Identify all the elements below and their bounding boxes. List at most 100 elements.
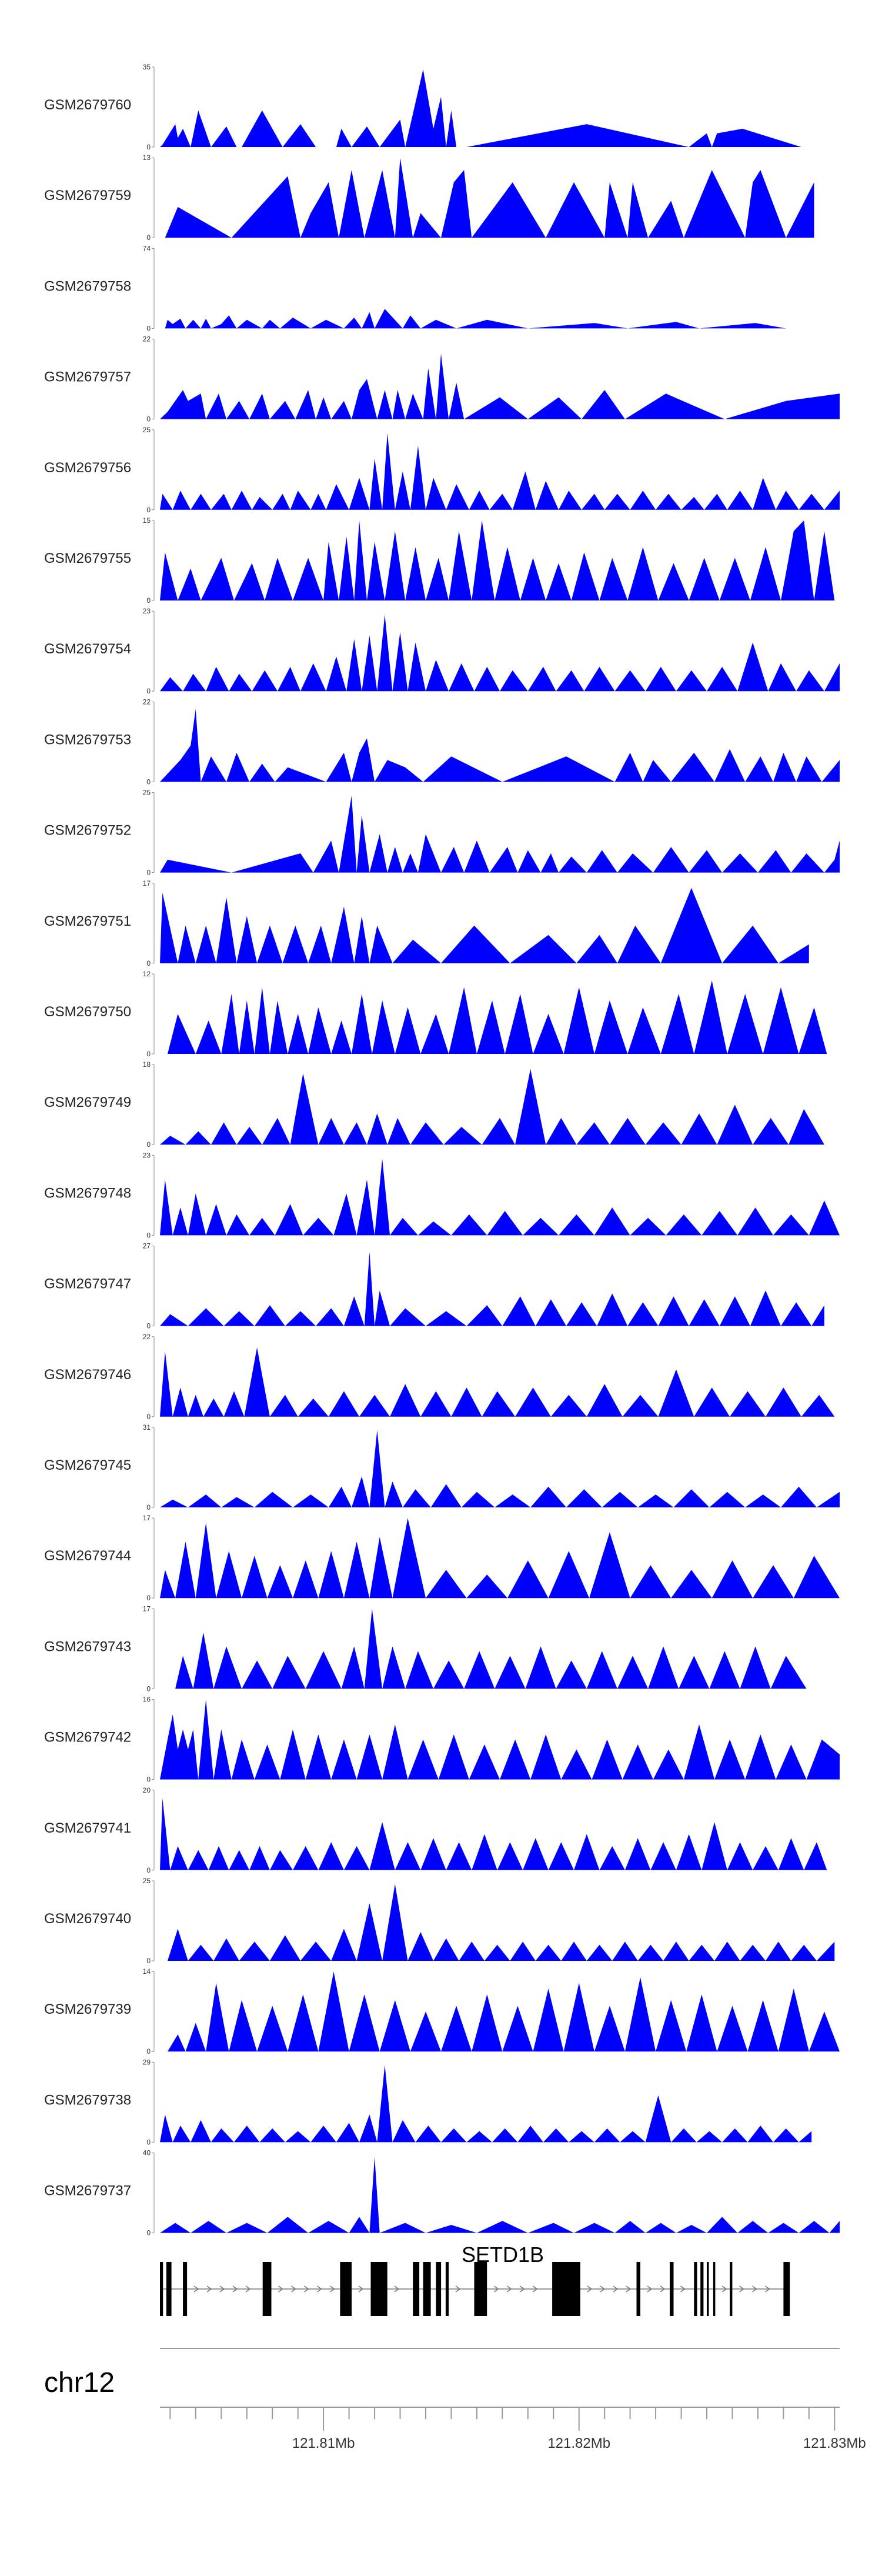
strand-chevron xyxy=(278,2285,283,2293)
track-GSM2679750: GSM2679750 12 0 xyxy=(44,970,827,1058)
strand-chevron xyxy=(330,2285,335,2293)
track-GSM2679752: GSM2679752 25 0 xyxy=(44,789,840,877)
coverage-area xyxy=(160,520,835,600)
y-tick-label-min: 0 xyxy=(146,324,151,332)
exon xyxy=(413,2262,420,2316)
y-tick-label-max: 22 xyxy=(143,335,151,343)
y-tick-label-min: 0 xyxy=(146,506,151,514)
exon xyxy=(445,2262,449,2316)
strand-chevron xyxy=(455,2285,461,2293)
track-GSM2679745: GSM2679745 31 0 xyxy=(44,1423,840,1511)
track-label: GSM2679738 xyxy=(44,2092,131,2108)
y-tick-label-max: 14 xyxy=(143,1967,151,1976)
track-GSM2679748: GSM2679748 23 0 xyxy=(44,1151,840,1239)
exon xyxy=(700,2262,704,2316)
track-label: GSM2679737 xyxy=(44,2183,131,2199)
track-label: GSM2679755 xyxy=(44,550,131,566)
track-GSM2679737: GSM2679737 40 0 xyxy=(44,2149,840,2237)
coverage-area xyxy=(160,1699,840,1780)
y-tick-label-max: 17 xyxy=(143,1604,151,1613)
track-label: GSM2679757 xyxy=(44,369,131,385)
track-label: GSM2679745 xyxy=(44,1457,131,1473)
y-tick-label-max: 23 xyxy=(143,607,151,615)
exon xyxy=(183,2262,188,2316)
track-label: GSM2679740 xyxy=(44,1911,131,1927)
track-GSM2679755: GSM2679755 15 0 xyxy=(44,516,835,605)
track-GSM2679746: GSM2679746 22 0 xyxy=(44,1333,835,1421)
coverage-area xyxy=(160,2157,840,2233)
strand-chevron xyxy=(358,2285,364,2293)
coverage-area xyxy=(165,309,786,329)
y-tick-label-max: 74 xyxy=(143,244,151,252)
strand-chevron xyxy=(232,2285,238,2293)
strand-chevron xyxy=(739,2285,744,2293)
track-GSM2679756: GSM2679756 25 0 xyxy=(44,426,840,514)
strand-chevron xyxy=(291,2285,296,2293)
coverage-area xyxy=(168,980,827,1054)
y-tick-label-min: 0 xyxy=(146,2229,151,2237)
track-label: GSM2679758 xyxy=(44,278,131,294)
strand-chevron xyxy=(245,2285,251,2293)
strand-chevron xyxy=(600,2285,606,2293)
track-label: GSM2679741 xyxy=(44,1820,131,1836)
y-tick-label-min: 0 xyxy=(146,1594,151,1602)
track-label: GSM2679742 xyxy=(44,1730,131,1746)
exon xyxy=(436,2262,442,2316)
y-tick-label-min: 0 xyxy=(146,687,151,695)
y-tick-label-max: 27 xyxy=(143,1242,151,1250)
y-tick-label-min: 0 xyxy=(146,1684,151,1693)
track-label: GSM2679760 xyxy=(44,97,131,113)
y-tick-label-max: 16 xyxy=(143,1696,151,1704)
coverage-area xyxy=(160,1518,840,1599)
y-tick-label-max: 25 xyxy=(143,426,151,434)
y-tick-label-min: 0 xyxy=(146,869,151,877)
coverage-area xyxy=(175,1609,807,1689)
y-tick-label-max: 22 xyxy=(143,698,151,706)
coverage-area xyxy=(160,615,840,692)
x-tick-label: 121.82Mb xyxy=(547,2435,610,2451)
track-label: GSM2679749 xyxy=(44,1095,131,1110)
coverage-area xyxy=(160,709,840,782)
strand-chevron xyxy=(219,2285,225,2293)
strand-chevron xyxy=(193,2285,199,2293)
y-tick-label-min: 0 xyxy=(146,1140,151,1149)
track-label: GSM2679748 xyxy=(44,1185,131,1201)
coverage-area xyxy=(160,796,840,873)
coverage-area xyxy=(168,1971,840,2052)
track-label: GSM2679754 xyxy=(44,641,131,657)
track-label: GSM2679750 xyxy=(44,1004,131,1020)
exon xyxy=(783,2262,790,2316)
coverage-area xyxy=(160,887,809,963)
track-label: GSM2679753 xyxy=(44,732,131,748)
track-label: GSM2679756 xyxy=(44,460,131,476)
y-tick-label-min: 0 xyxy=(146,2047,151,2056)
y-tick-label-max: 25 xyxy=(143,789,151,797)
track-GSM2679758: GSM2679758 74 0 xyxy=(44,244,786,332)
coverage-area xyxy=(160,2065,812,2143)
y-tick-label-max: 18 xyxy=(143,1060,151,1069)
genome-axis: chr12 121.81Mb 121.82Mb 121.83Mb xyxy=(44,2348,866,2451)
strand-chevron xyxy=(660,2285,666,2293)
strand-chevron xyxy=(680,2285,686,2293)
track-GSM2679751: GSM2679751 17 0 xyxy=(44,879,809,967)
track-label: GSM2679746 xyxy=(44,1367,131,1383)
strand-chevron xyxy=(532,2285,538,2293)
y-tick-label-min: 0 xyxy=(146,778,151,786)
y-tick-label-min: 0 xyxy=(146,959,151,967)
track-GSM2679740: GSM2679740 25 0 xyxy=(44,1877,835,1965)
y-tick-label-min: 0 xyxy=(146,1050,151,1058)
exon xyxy=(713,2262,716,2316)
strand-chevron xyxy=(626,2285,632,2293)
exon xyxy=(370,2262,387,2316)
y-tick-label-max: 23 xyxy=(143,1151,151,1159)
strand-chevron xyxy=(752,2285,757,2293)
coverage-tracks: GSM2679760350GSM2679759130GSM2679758740G… xyxy=(44,63,840,2237)
gene-name: SETD1B xyxy=(462,2243,544,2267)
y-tick-label-max: 35 xyxy=(143,63,151,71)
y-tick-label-max: 13 xyxy=(143,154,151,162)
y-tick-label-max: 22 xyxy=(143,1333,151,1341)
x-tick-label: 121.81Mb xyxy=(292,2435,355,2451)
track-label: GSM2679759 xyxy=(44,188,131,203)
coverage-area xyxy=(160,1159,840,1236)
